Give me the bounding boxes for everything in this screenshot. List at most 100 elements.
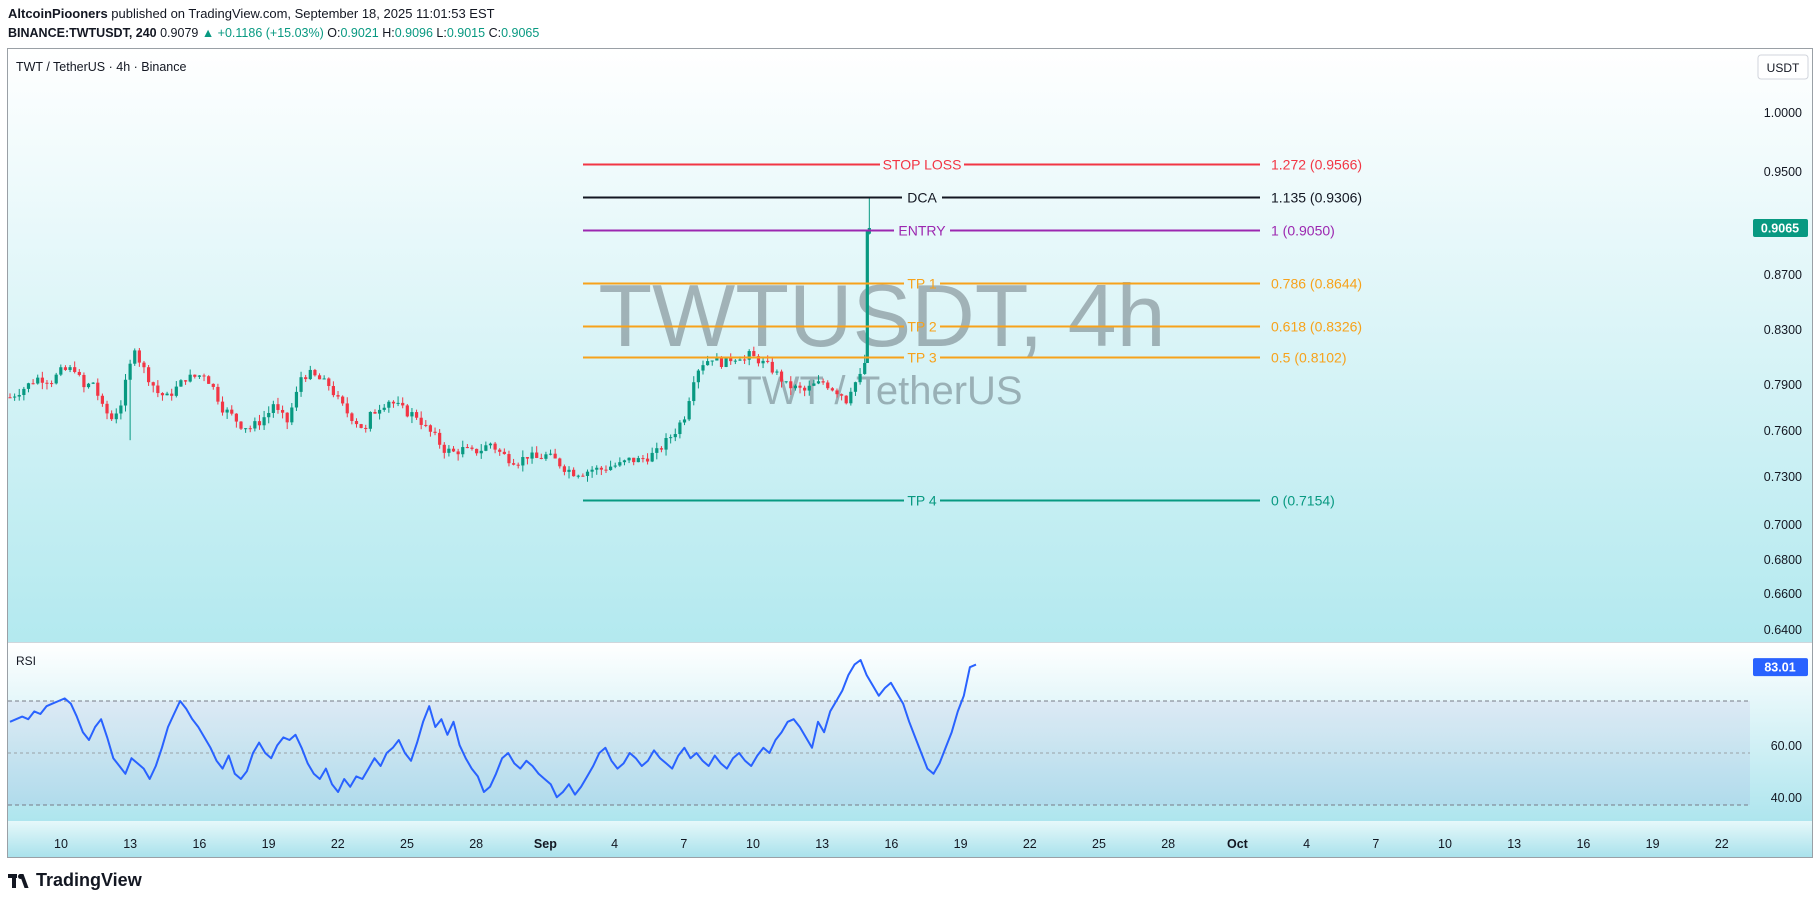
candle-body	[451, 448, 456, 452]
level-tp-4[interactable]: TP 4 0 (0.7154)	[583, 493, 1335, 509]
candle-body	[585, 471, 590, 476]
low-label: L:	[436, 26, 447, 40]
time-tick: 19	[1646, 837, 1660, 851]
candle-body	[803, 387, 807, 391]
level-entry[interactable]: ENTRY 1 (0.9050)	[583, 223, 1335, 239]
open-value: 0.9021	[340, 26, 379, 40]
currency-button[interactable]: USDT	[1757, 54, 1809, 80]
candle-body	[659, 448, 664, 450]
candle-body	[539, 457, 543, 459]
candle-body	[747, 351, 751, 360]
level-tp-3[interactable]: TP 3 0.5 (0.8102)	[583, 350, 1347, 366]
candle-body	[86, 383, 91, 388]
candle-body	[849, 391, 853, 404]
time-tick: 16	[1576, 837, 1590, 851]
candle-body	[830, 388, 834, 391]
candle-body	[576, 475, 580, 477]
candle-body	[567, 469, 571, 472]
candle-body	[622, 460, 627, 463]
candle-body	[807, 385, 811, 391]
candle-body	[211, 383, 215, 387]
last-price: 0.9079	[160, 26, 199, 40]
time-tick: 28	[1161, 837, 1175, 851]
candle-body	[853, 382, 858, 392]
candle-body	[419, 417, 423, 425]
candle-body	[858, 373, 862, 383]
time-tick: 22	[1023, 837, 1037, 851]
time-tick: 7	[680, 837, 687, 851]
candle-body	[650, 452, 654, 462]
time-tick: 22	[331, 837, 345, 851]
level-name: ENTRY	[898, 223, 946, 239]
candle-body	[719, 357, 724, 367]
candle-body	[618, 462, 622, 466]
candle-body	[511, 463, 516, 465]
candle-body	[789, 381, 793, 389]
candle-body	[387, 401, 391, 408]
price-tick: 0.8300	[1764, 323, 1802, 337]
rsi-tick: 40.00	[1771, 791, 1802, 805]
author-name[interactable]: AltcoinPiooners	[8, 6, 108, 21]
publish-date: published on TradingView.com, September …	[107, 6, 495, 21]
currency-button-frame[interactable]	[1757, 54, 1809, 80]
candle-body	[248, 428, 252, 430]
candle-body	[345, 403, 349, 414]
time-tick: 10	[746, 837, 760, 851]
time-axis[interactable]: 10 13 16 19 22 25 28 Sep 4 7 10 13 16 19 22 25 28 Oct 4 7 10…	[54, 837, 1729, 851]
ohlc-info: BINANCE:TWTUSDT, 240 0.9079 ▲ +0.1186 (+…	[8, 26, 539, 40]
close-value: 0.9065	[501, 26, 540, 40]
candle-body	[77, 371, 81, 375]
candle-body	[147, 367, 151, 383]
candle-body	[609, 466, 613, 471]
time-tick: 25	[400, 837, 414, 851]
candle-body	[724, 356, 728, 367]
candle-body	[128, 363, 132, 380]
candle-body	[142, 362, 146, 368]
candle-body	[322, 378, 326, 380]
candle-body	[59, 367, 63, 375]
candle-body	[151, 382, 155, 386]
candle-body	[835, 390, 839, 395]
candle-body	[294, 391, 299, 408]
candle-body	[22, 388, 26, 396]
candle-body	[91, 382, 95, 384]
symbol-label: BINANCE:TWTUSDT, 240	[8, 26, 157, 40]
tradingview-logo[interactable]: TradingView	[8, 870, 142, 891]
candle-body	[414, 412, 419, 418]
price-axis[interactable]: 1.0000 0.9500 0.8700 0.8300 0.7900 0.7600 0.73…	[1753, 106, 1808, 637]
candle-body	[581, 475, 585, 477]
candle-body	[368, 411, 372, 429]
price-tick: 0.7600	[1764, 424, 1802, 438]
candle-body	[119, 405, 123, 414]
candle-body	[715, 357, 719, 361]
time-tick: 19	[954, 837, 968, 851]
level-name: TP 2	[907, 319, 937, 335]
candle-body	[133, 350, 137, 364]
candle-body	[262, 417, 266, 426]
candle-body	[692, 382, 696, 402]
time-tick: 10	[54, 837, 68, 851]
candle-body	[558, 458, 562, 467]
time-tick: 4	[611, 837, 618, 851]
fib-levels[interactable]: STOP LOSS 1.272 (0.9566) DCA 1.135 (0.9306)…	[583, 157, 1362, 509]
currency-button-label[interactable]: USDT	[1767, 61, 1800, 75]
level-dca[interactable]: DCA 1.135 (0.9306)	[583, 190, 1362, 206]
level-name: TP 1	[907, 276, 937, 292]
time-tick: 16	[192, 837, 206, 851]
price-tick: 0.7000	[1764, 518, 1802, 532]
candle-body	[96, 382, 100, 396]
time-tick: 16	[884, 837, 898, 851]
candle-body	[655, 448, 659, 453]
level-fib-label: 1.135 (0.9306)	[1271, 190, 1362, 206]
level-stop-loss[interactable]: STOP LOSS 1.272 (0.9566)	[583, 157, 1362, 173]
level-tp-1[interactable]: TP 1 0.786 (0.8644)	[583, 276, 1362, 292]
candle-body	[761, 360, 765, 364]
level-tp-2[interactable]: TP 2 0.618 (0.8326)	[583, 319, 1362, 335]
candle-body	[341, 396, 345, 404]
candle-body	[613, 465, 617, 467]
candle-body	[562, 466, 566, 472]
level-fib-label: 0.786 (0.8644)	[1271, 276, 1362, 292]
candle-body	[271, 404, 275, 413]
last-price-marker	[1753, 219, 1808, 238]
